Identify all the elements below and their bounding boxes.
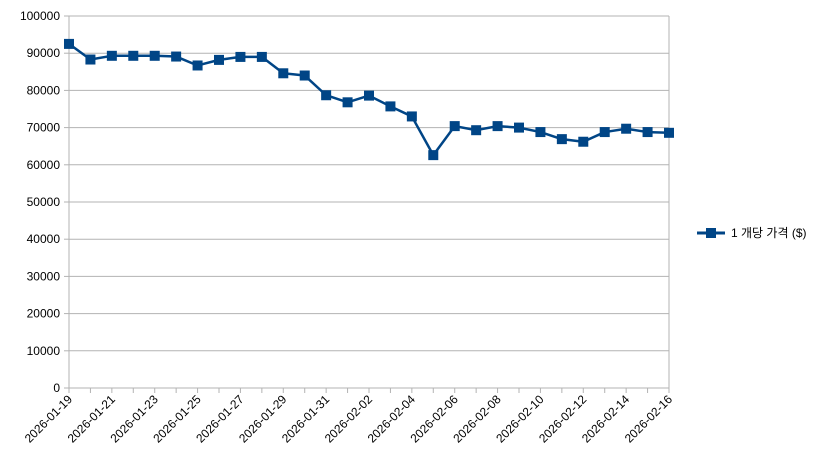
data-point	[299, 70, 310, 81]
y-tick-label: 90000	[27, 46, 61, 60]
y-tick-label: 60000	[27, 158, 61, 172]
data-point	[428, 150, 439, 161]
data-point	[492, 121, 503, 132]
y-tick-label: 30000	[27, 269, 61, 283]
data-point	[171, 51, 182, 62]
y-axis-ticks: 0 10000 20000 30000 40000 50000 60000 70000 8000…	[20, 9, 69, 395]
series-group	[64, 38, 674, 161]
legend-label: 1 개당 가격 ($)	[731, 226, 807, 240]
y-tick-label: 0	[53, 381, 60, 395]
data-point	[535, 127, 546, 138]
data-point	[599, 127, 610, 138]
legend-marker-swatch	[706, 228, 716, 238]
legend: 1 개당 가격 ($)	[697, 226, 807, 240]
x-axis-ticks: 2026-01-192026-01-212026-01-232026-01-25…	[22, 388, 675, 446]
y-tick-label: 20000	[27, 307, 61, 321]
y-tick-label: 40000	[27, 232, 61, 246]
data-point	[235, 51, 246, 62]
data-point	[471, 125, 482, 136]
y-tick-label: 80000	[27, 83, 61, 97]
data-point	[364, 90, 374, 101]
data-point	[342, 97, 353, 108]
data-point	[149, 50, 160, 61]
data-point	[214, 54, 224, 65]
y-tick-label: 100000	[20, 9, 60, 23]
data-point	[664, 127, 674, 138]
y-tick-label: 10000	[27, 344, 61, 358]
data-point	[192, 60, 203, 71]
data-point	[406, 111, 417, 122]
data-point	[256, 51, 267, 62]
data-point	[106, 50, 117, 61]
gridlines	[69, 15, 669, 389]
data-point	[621, 123, 632, 134]
data-point	[578, 136, 589, 147]
data-point	[449, 121, 460, 132]
y-tick-label: 70000	[27, 121, 61, 135]
data-point	[64, 38, 74, 49]
data-point	[85, 54, 96, 65]
data-point	[642, 127, 653, 138]
y-tick-label: 50000	[27, 195, 61, 209]
data-point	[321, 90, 332, 101]
data-point	[514, 122, 524, 133]
data-point	[278, 68, 289, 79]
data-point	[556, 134, 567, 145]
data-point	[385, 101, 396, 112]
data-point	[128, 50, 139, 61]
